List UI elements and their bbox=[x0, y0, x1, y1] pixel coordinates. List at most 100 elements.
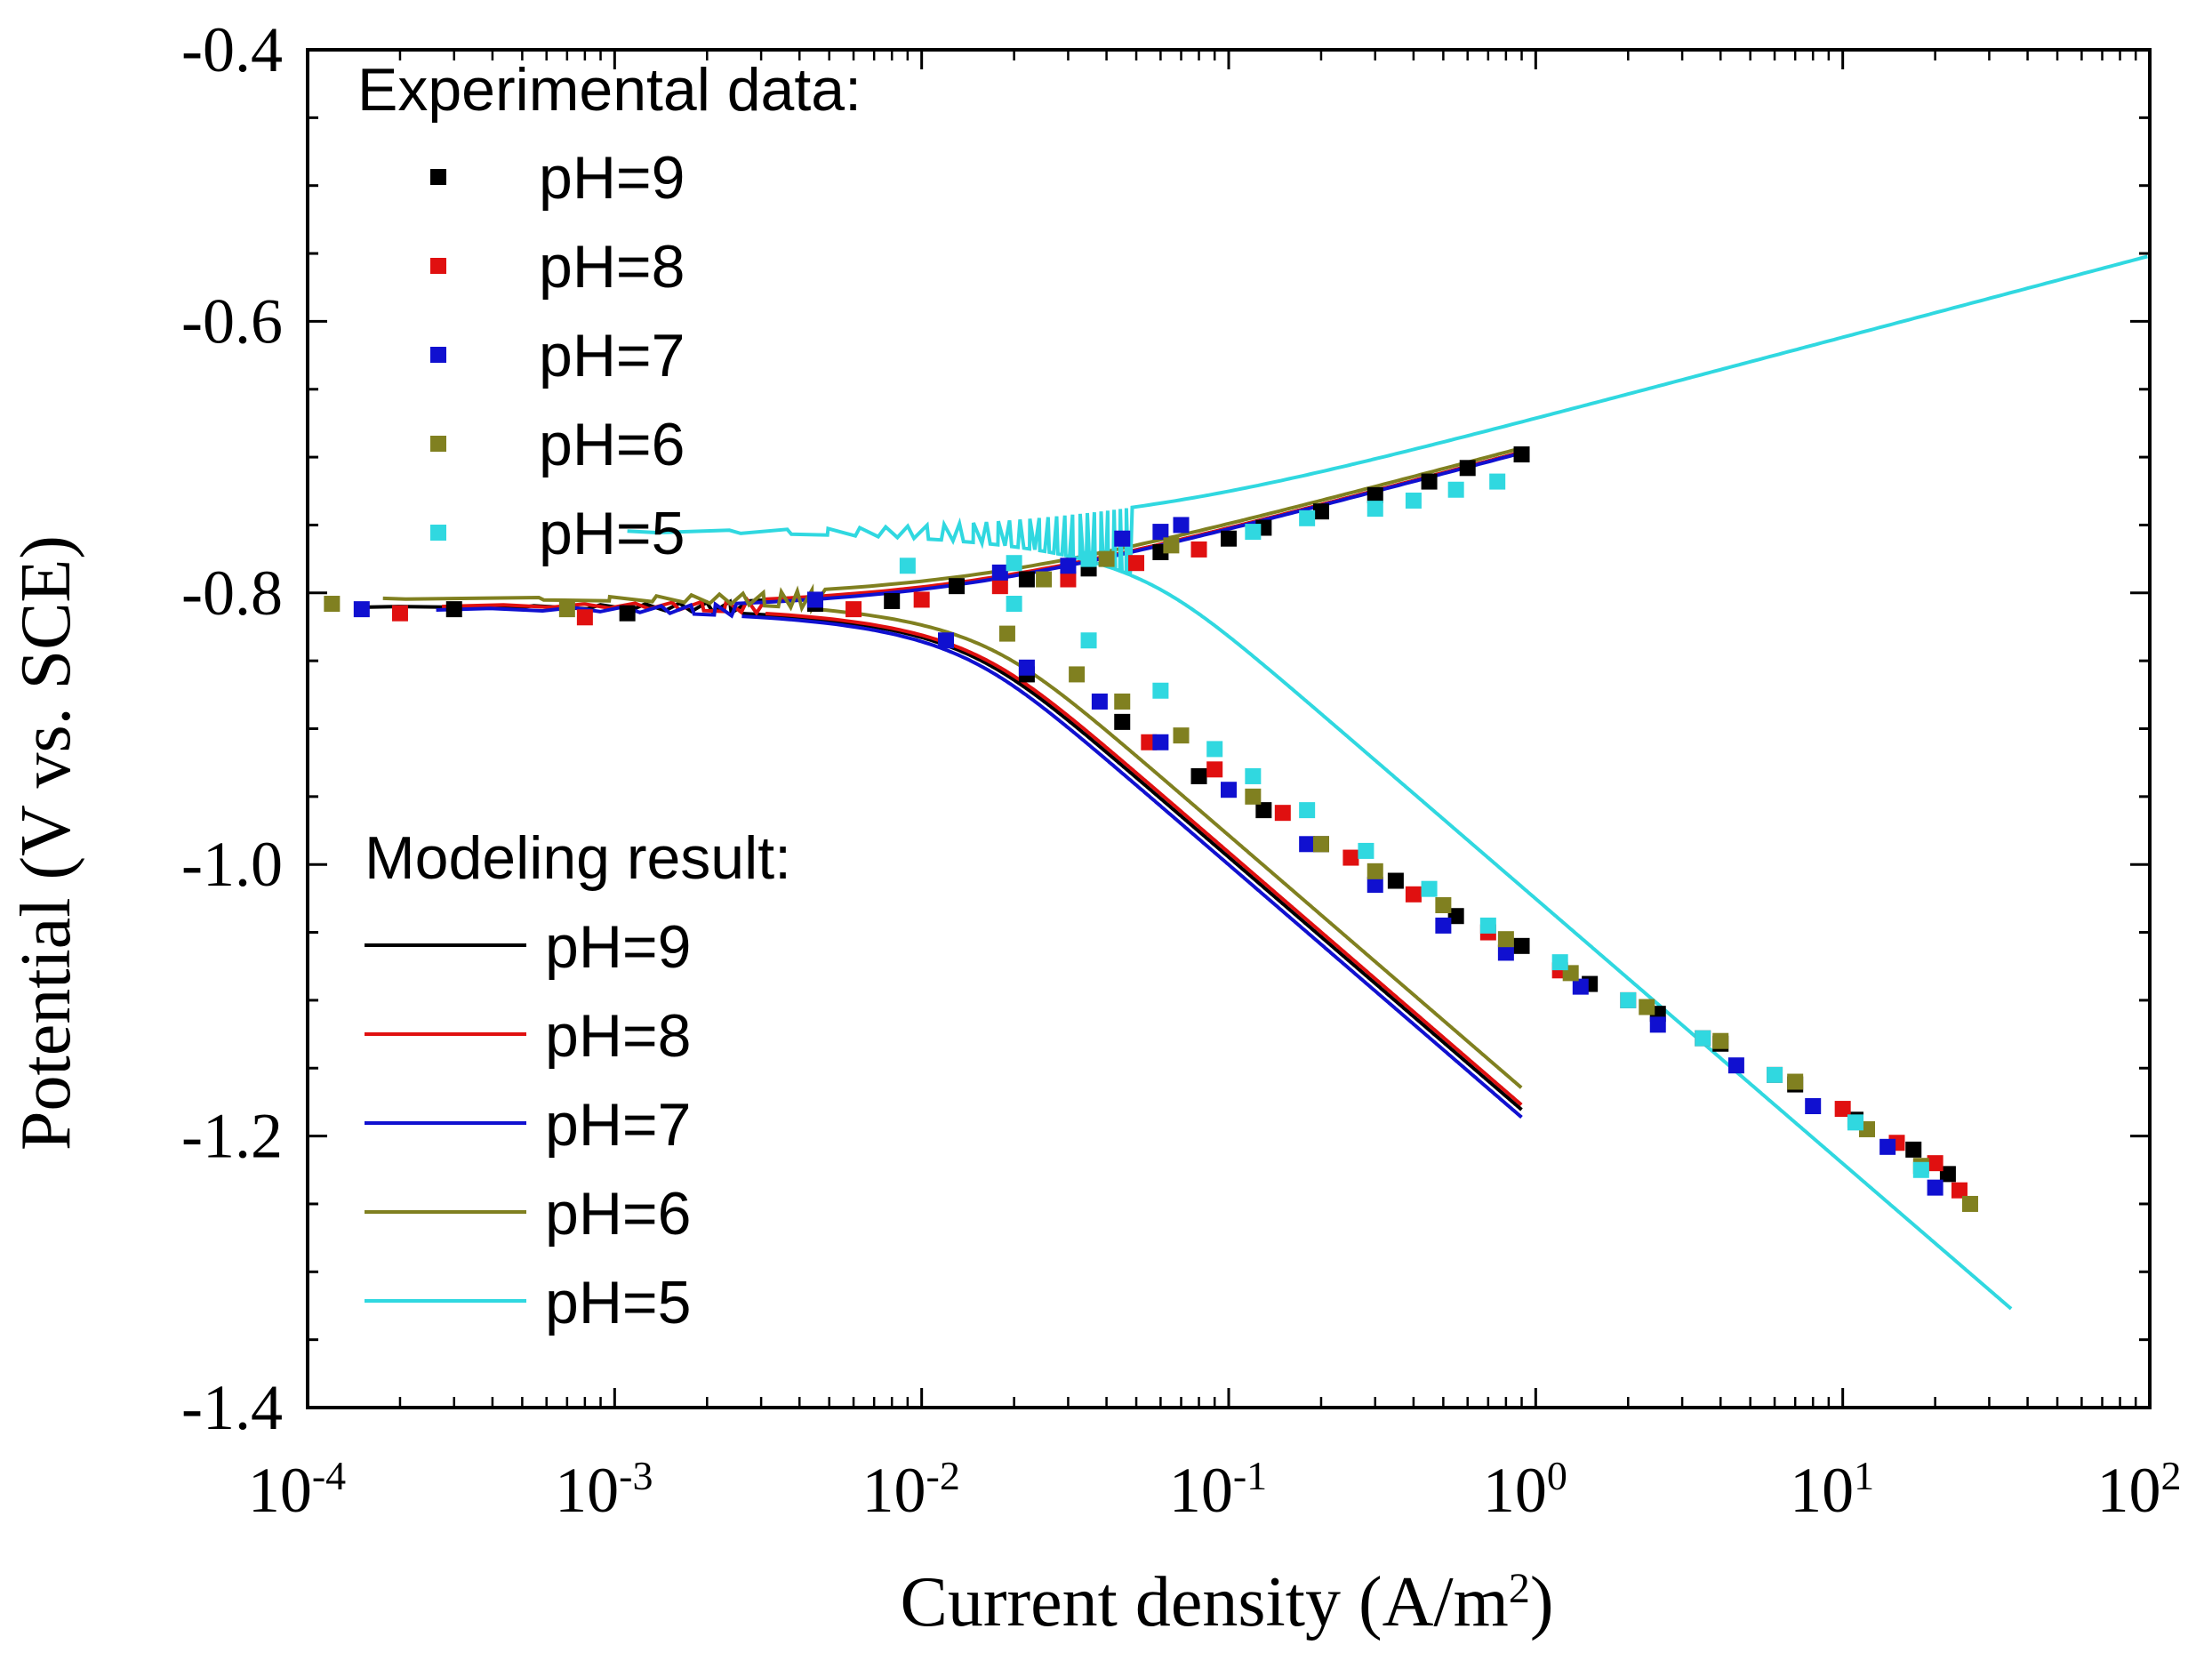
data-point-pH=7 bbox=[1060, 558, 1077, 574]
x-tick-exp: 2 bbox=[2161, 1453, 2182, 1498]
legend-marker-pH=8 bbox=[430, 258, 446, 274]
x-axis-title-end: ) bbox=[1530, 1563, 1554, 1641]
y-tick-label: -1.4 bbox=[181, 1372, 283, 1443]
legend-marker-pH=9 bbox=[430, 169, 446, 185]
data-point-pH=7 bbox=[1572, 978, 1589, 995]
data-point-pH=6 bbox=[1036, 571, 1053, 588]
x-tick-base: 10 bbox=[2097, 1455, 2161, 1526]
data-point-pH=8 bbox=[1128, 555, 1145, 572]
data-point-pH=8 bbox=[991, 578, 1008, 595]
data-point-pH=9 bbox=[1939, 1166, 1956, 1183]
legend-experimental-title: Experimental data: bbox=[357, 56, 862, 124]
legend-label-model: pH=7 bbox=[545, 1091, 691, 1159]
tick-labels: 10-4 10-3 10-2 10-1 100 101 102-0.4-0.6-0.8-1.… bbox=[181, 14, 2181, 1526]
data-point-pH=6 bbox=[1712, 1032, 1729, 1049]
model-curve-pH=6-anodic bbox=[382, 446, 1521, 615]
data-point-pH=5 bbox=[1551, 954, 1568, 971]
data-point-pH=6 bbox=[1961, 1195, 1978, 1212]
data-point-pH=7 bbox=[1879, 1138, 1896, 1155]
data-point-pH=9 bbox=[1387, 872, 1404, 889]
data-point-pH=7 bbox=[1927, 1179, 1944, 1196]
data-point-pH=9 bbox=[445, 601, 462, 618]
data-point-pH=8 bbox=[1274, 805, 1291, 822]
data-point-pH=7 bbox=[1497, 944, 1514, 961]
data-point-pH=6 bbox=[1435, 897, 1452, 914]
x-tick-label: 102 bbox=[2097, 1453, 2182, 1527]
data-point-pH=5 bbox=[1006, 596, 1022, 613]
legend-marker-pH=6 bbox=[430, 436, 446, 452]
data-point-pH=7 bbox=[1649, 1016, 1666, 1033]
plot-frame bbox=[306, 48, 2152, 1409]
data-point-pH=7 bbox=[938, 632, 955, 649]
x-tick-exp: 0 bbox=[1547, 1453, 1567, 1498]
data-point-pH=5 bbox=[1299, 510, 1316, 526]
legend-label-exp: pH=8 bbox=[539, 233, 685, 301]
model-curve-pH=8-cathodic bbox=[765, 612, 1523, 1106]
data-point-pH=9 bbox=[949, 578, 966, 595]
legend-marker-pH=5 bbox=[430, 525, 446, 541]
data-point-pH=9 bbox=[1221, 530, 1237, 547]
data-point-pH=5 bbox=[1847, 1114, 1863, 1131]
data-point-pH=8 bbox=[1190, 541, 1207, 558]
data-point-pH=8 bbox=[913, 591, 930, 608]
x-tick-base: 10 bbox=[555, 1455, 619, 1526]
x-tick-label: 10-2 bbox=[862, 1453, 960, 1527]
legend-label-model: pH=9 bbox=[545, 913, 691, 981]
model-curves bbox=[357, 254, 2148, 1311]
data-point-pH=5 bbox=[1245, 767, 1262, 784]
x-axis-title-sup: 2 bbox=[1509, 1565, 1530, 1612]
data-point-pH=6 bbox=[1098, 550, 1115, 567]
data-point-pH=6 bbox=[1114, 693, 1131, 710]
data-point-pH=5 bbox=[1080, 550, 1097, 567]
data-point-pH=9 bbox=[1513, 446, 1530, 463]
x-tick-label: 10-3 bbox=[555, 1453, 653, 1527]
data-point-pH=5 bbox=[1206, 741, 1223, 758]
legend-modeling: Modeling result: pH=9 pH=8 pH=7 pH=6 pH=5 bbox=[365, 824, 791, 1336]
data-point-pH=7 bbox=[1299, 836, 1316, 853]
data-point-pH=9 bbox=[1018, 571, 1035, 588]
data-point-pH=7 bbox=[1221, 782, 1237, 798]
data-point-pH=7 bbox=[353, 601, 370, 618]
data-point-pH=6 bbox=[1312, 836, 1329, 853]
data-point-pH=5 bbox=[1479, 917, 1496, 934]
x-tick-base: 10 bbox=[248, 1455, 312, 1526]
legend-modeling-title: Modeling result: bbox=[365, 824, 791, 892]
data-point-pH=6 bbox=[558, 601, 575, 618]
data-point-pH=5 bbox=[1489, 473, 1506, 490]
data-point-pH=9 bbox=[1312, 503, 1329, 520]
data-point-pH=9 bbox=[1447, 908, 1464, 925]
legend-label-exp: pH=9 bbox=[539, 144, 685, 212]
data-point-pH=8 bbox=[1834, 1101, 1851, 1118]
x-tick-exp: -3 bbox=[619, 1453, 653, 1498]
data-point-pH=7 bbox=[1805, 1098, 1822, 1115]
data-point-pH=7 bbox=[991, 564, 1008, 581]
x-axis-title: Current density (A/m2) bbox=[901, 1563, 1554, 1641]
data-point-pH=6 bbox=[1163, 537, 1180, 554]
data-point-pH=5 bbox=[1366, 501, 1383, 518]
x-tick-base: 10 bbox=[1483, 1455, 1547, 1526]
x-tick-exp: -1 bbox=[1233, 1453, 1267, 1498]
data-point-pH=7 bbox=[1152, 734, 1169, 750]
experimental-points bbox=[324, 446, 1978, 1212]
legend-marker-pH=7 bbox=[430, 347, 446, 363]
x-tick-exp: -2 bbox=[926, 1453, 960, 1498]
data-point-pH=5 bbox=[1447, 481, 1464, 498]
data-point-pH=9 bbox=[1190, 767, 1207, 784]
data-point-pH=5 bbox=[1695, 1030, 1711, 1047]
data-point-pH=6 bbox=[1366, 863, 1383, 879]
data-point-pH=8 bbox=[846, 601, 862, 618]
x-tick-base: 10 bbox=[1790, 1455, 1854, 1526]
data-point-pH=9 bbox=[1255, 802, 1272, 819]
data-point-pH=5 bbox=[1620, 991, 1637, 1008]
x-tick-base: 10 bbox=[862, 1455, 926, 1526]
y-tick-label: -0.4 bbox=[181, 14, 283, 85]
data-point-pH=8 bbox=[1927, 1155, 1944, 1172]
data-point-pH=8 bbox=[391, 605, 408, 622]
data-point-pH=6 bbox=[1639, 999, 1655, 1015]
model-curve-pH=5-cathodic bbox=[1130, 574, 2013, 1311]
data-point-pH=7 bbox=[1114, 530, 1131, 547]
y-tick-label: -0.8 bbox=[181, 558, 283, 629]
data-point-pH=7 bbox=[806, 591, 823, 608]
data-point-pH=6 bbox=[324, 596, 341, 613]
